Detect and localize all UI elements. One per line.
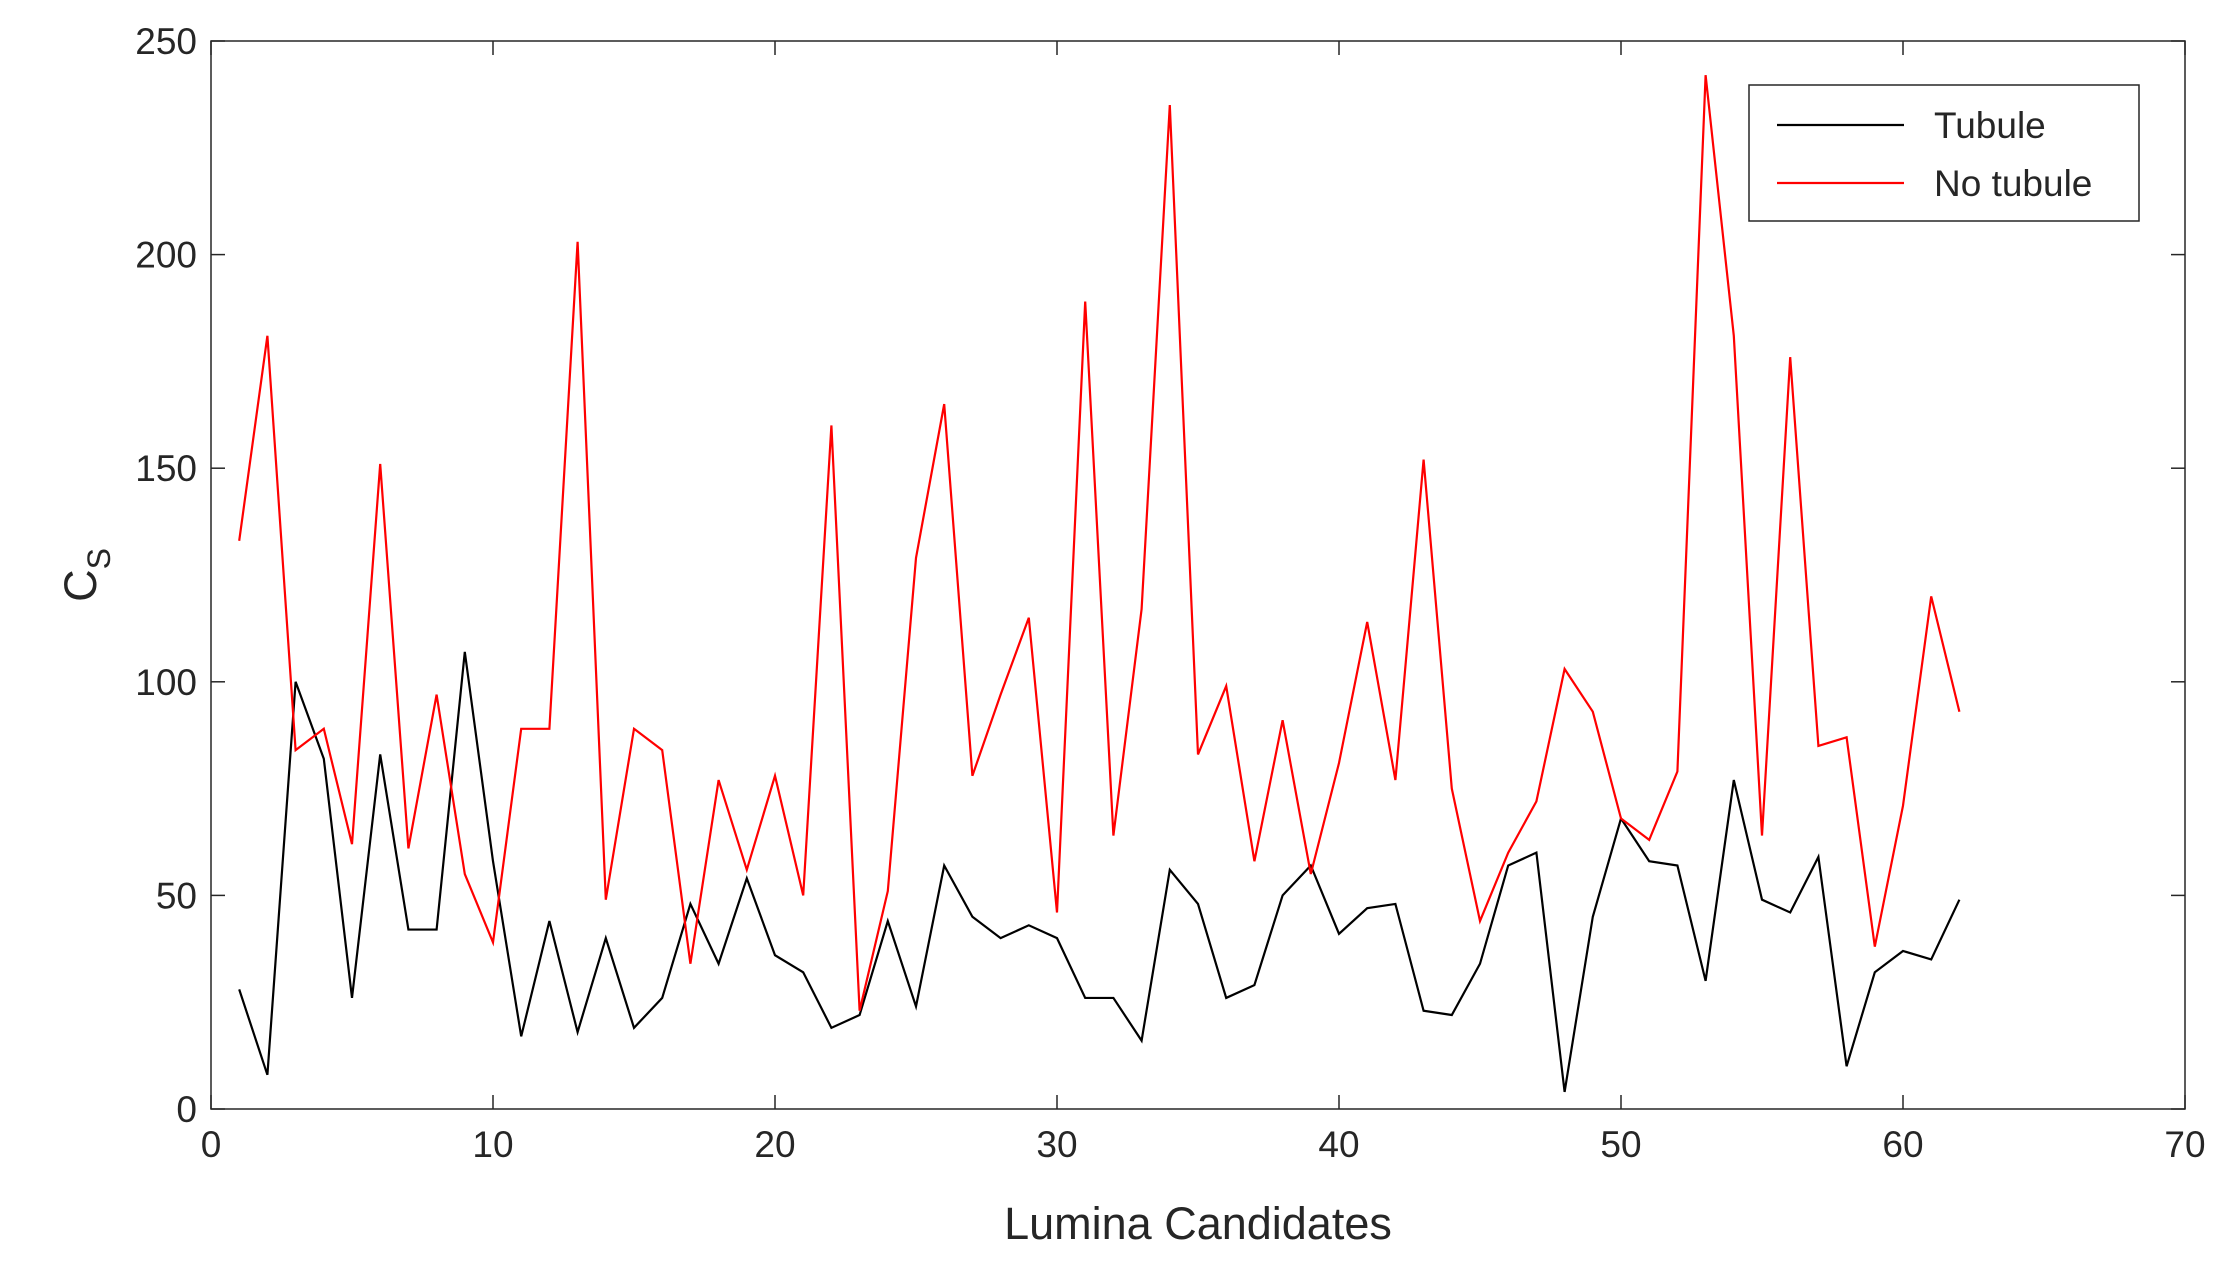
y-axis-label-main: C <box>55 569 106 602</box>
legend-box <box>1748 84 2140 222</box>
x-tick-label: 30 <box>1036 1124 1077 1165</box>
x-tick-label: 10 <box>472 1124 513 1165</box>
y-tick-label: 50 <box>156 875 197 916</box>
x-tick-label: 50 <box>1600 1124 1641 1165</box>
x-tick-label: 40 <box>1318 1124 1359 1165</box>
x-tick-label: 0 <box>201 1124 222 1165</box>
y-tick-label: 250 <box>135 21 197 62</box>
x-axis-label: Lumina Candidates <box>1004 1198 1392 1249</box>
x-tick-label: 60 <box>1882 1124 1923 1165</box>
data-line <box>238 75 1961 1011</box>
legend-label: Tubule <box>1934 105 2046 146</box>
legend-label: No tubule <box>1934 163 2092 204</box>
x-tick-label: 70 <box>2164 1124 2205 1165</box>
y-tick-label: 100 <box>135 662 197 703</box>
y-tick-label: 0 <box>176 1089 197 1130</box>
y-axis-label-subscript: S <box>81 548 117 569</box>
y-tick-label: 200 <box>135 235 197 276</box>
data-line <box>238 651 1961 1093</box>
y-tick-label: 150 <box>135 448 197 489</box>
y-axis-label: CS <box>55 548 117 602</box>
x-tick-label: 20 <box>754 1124 795 1165</box>
